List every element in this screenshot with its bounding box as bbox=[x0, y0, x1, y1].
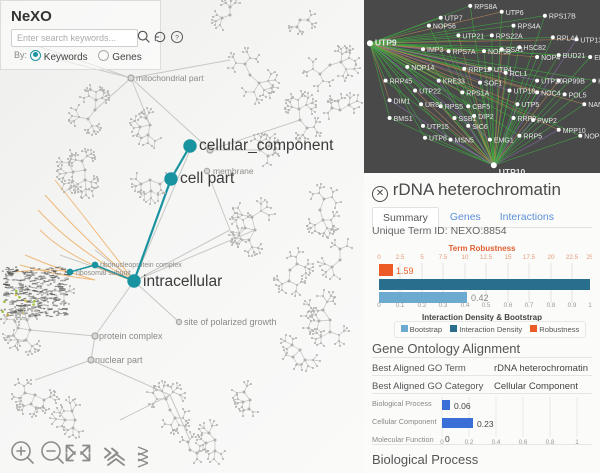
svg-text:nuclear part: nuclear part bbox=[95, 355, 143, 365]
svg-text:MPP10: MPP10 bbox=[563, 128, 586, 135]
svg-text:UTP18: UTP18 bbox=[514, 89, 536, 96]
svg-text:20: 20 bbox=[547, 254, 555, 261]
svg-text:cell part: cell part bbox=[180, 170, 235, 187]
svg-text:0.06: 0.06 bbox=[454, 401, 471, 411]
svg-text:DIM1: DIM1 bbox=[394, 98, 411, 105]
svg-text:HSC82: HSC82 bbox=[523, 45, 546, 52]
svg-text:CBF5: CBF5 bbox=[472, 104, 490, 111]
svg-text:SSA1: SSA1 bbox=[506, 47, 524, 54]
svg-text:DIP2: DIP2 bbox=[478, 114, 494, 121]
svg-text:intracellular: intracellular bbox=[143, 273, 222, 290]
svg-text:0.6: 0.6 bbox=[504, 302, 513, 309]
svg-text:UTP5: UTP5 bbox=[521, 102, 539, 109]
svg-text:ribosomal subunit: ribosomal subunit bbox=[76, 270, 131, 277]
svg-text:NOP56: NOP56 bbox=[433, 24, 456, 31]
svg-text:RCL1: RCL1 bbox=[510, 71, 528, 78]
svg-text:RPS17B: RPS17B bbox=[549, 14, 576, 21]
svg-text:0.23: 0.23 bbox=[477, 419, 494, 429]
svg-text:BUD21: BUD21 bbox=[563, 53, 586, 60]
svg-text:UTP9: UTP9 bbox=[375, 37, 397, 47]
svg-text:0: 0 bbox=[377, 254, 381, 261]
svg-text:UR81: UR81 bbox=[425, 102, 443, 109]
svg-text:RPS5: RPS5 bbox=[445, 104, 463, 111]
svg-text:Cellular Component: Cellular Component bbox=[372, 417, 437, 426]
svg-text:RRP5: RRP5 bbox=[523, 134, 542, 141]
svg-text:UTP7: UTP7 bbox=[445, 16, 463, 23]
svg-text:0.5: 0.5 bbox=[482, 302, 491, 309]
svg-text:RPS22A: RPS22A bbox=[496, 33, 523, 40]
svg-text:0.1: 0.1 bbox=[396, 302, 405, 309]
svg-text:site of polarized growth: site of polarized growth bbox=[184, 317, 277, 327]
svg-text:mitochondrial part: mitochondrial part bbox=[136, 73, 204, 83]
svg-text:MSN5: MSN5 bbox=[455, 138, 475, 145]
svg-text:Molecular Function: Molecular Function bbox=[372, 435, 434, 444]
svg-text:RRP45: RRP45 bbox=[390, 79, 413, 86]
svg-text:7.5: 7.5 bbox=[439, 254, 448, 261]
svg-text:NOP4: NOP4 bbox=[541, 55, 560, 62]
svg-text:RRP9: RRP9 bbox=[518, 116, 537, 123]
svg-text:SIC6: SIC6 bbox=[472, 124, 488, 131]
svg-text:12.5: 12.5 bbox=[480, 254, 493, 261]
svg-text:NAN1: NAN1 bbox=[588, 102, 600, 109]
svg-text:0.9: 0.9 bbox=[568, 302, 577, 309]
svg-text:ENP1: ENP1 bbox=[594, 55, 600, 62]
svg-text:PWP2: PWP2 bbox=[537, 118, 557, 125]
svg-text:RPS1A: RPS1A bbox=[466, 90, 489, 97]
svg-text:RPS7A: RPS7A bbox=[453, 49, 476, 56]
svg-text:0.2: 0.2 bbox=[418, 302, 427, 309]
svg-text:RRP12: RRP12 bbox=[468, 67, 491, 74]
svg-text:UTP21: UTP21 bbox=[462, 33, 484, 40]
svg-text:BMS1: BMS1 bbox=[394, 116, 413, 123]
svg-text:UTP6: UTP6 bbox=[506, 10, 524, 17]
svg-text:KRE33: KRE33 bbox=[443, 79, 465, 86]
svg-text:UTP22: UTP22 bbox=[419, 89, 441, 96]
svg-text:UTP8: UTP8 bbox=[429, 136, 447, 143]
svg-text:RPL4A: RPL4A bbox=[557, 35, 580, 42]
svg-text:SOF1: SOF1 bbox=[484, 81, 502, 88]
svg-text:?: ? bbox=[175, 35, 179, 42]
svg-text:1.59: 1.59 bbox=[396, 266, 414, 276]
svg-text:NOC4: NOC4 bbox=[541, 90, 561, 97]
svg-text:POL5: POL5 bbox=[569, 92, 587, 99]
svg-text:0.8: 0.8 bbox=[547, 302, 556, 309]
svg-text:1: 1 bbox=[588, 302, 592, 309]
svg-text:0.4: 0.4 bbox=[461, 302, 470, 309]
svg-text:NOP14: NOP14 bbox=[411, 65, 434, 72]
svg-text:IMP3: IMP3 bbox=[427, 47, 443, 54]
svg-text:RPS4A: RPS4A bbox=[518, 24, 541, 31]
svg-text:cellular_component: cellular_component bbox=[199, 137, 334, 154]
svg-text:0.7: 0.7 bbox=[525, 302, 534, 309]
svg-text:RP99B: RP99B bbox=[563, 79, 586, 86]
svg-text:0.3: 0.3 bbox=[439, 302, 448, 309]
svg-text:15: 15 bbox=[504, 254, 512, 261]
svg-text:SSB1: SSB1 bbox=[459, 116, 477, 123]
svg-text:UTP13: UTP13 bbox=[580, 37, 600, 44]
svg-text:0: 0 bbox=[445, 434, 450, 444]
svg-text:25: 25 bbox=[586, 254, 592, 261]
svg-text:UTP15: UTP15 bbox=[427, 124, 449, 131]
svg-text:protein complex: protein complex bbox=[99, 331, 163, 341]
svg-text:0: 0 bbox=[377, 302, 381, 309]
svg-text:17.5: 17.5 bbox=[523, 254, 536, 261]
svg-text:22.5: 22.5 bbox=[566, 254, 579, 261]
svg-text:RPS8A: RPS8A bbox=[474, 4, 497, 11]
svg-text:NOP6: NOP6 bbox=[584, 134, 600, 141]
svg-text:UTP20: UTP20 bbox=[541, 79, 563, 86]
svg-text:10: 10 bbox=[461, 254, 469, 261]
svg-text:EMG1: EMG1 bbox=[494, 138, 514, 145]
svg-text:Biological Process: Biological Process bbox=[372, 399, 432, 408]
svg-text:5: 5 bbox=[420, 254, 424, 261]
svg-text:2.5: 2.5 bbox=[396, 254, 405, 261]
